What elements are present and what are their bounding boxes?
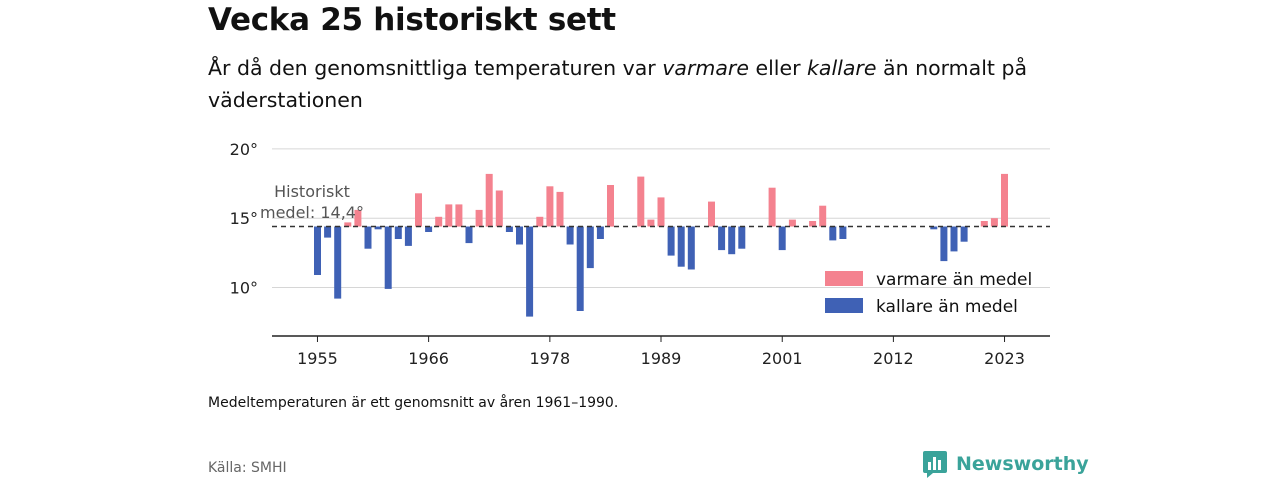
legend-label-warm: varmare än medel (876, 270, 1032, 290)
bar-colder (667, 226, 675, 256)
bar-warmer (990, 218, 998, 227)
bar-colder (677, 226, 685, 267)
y-tick-label: 15° (230, 209, 258, 228)
bar-warmer (819, 205, 827, 227)
bar-colder (374, 226, 382, 230)
source-text: Källa: SMHI (208, 460, 287, 476)
bar-colder (778, 226, 786, 251)
bar-warmer (344, 222, 352, 227)
bar-warmer (768, 187, 776, 227)
bar-warmer (415, 193, 422, 227)
legend-swatch-warm (825, 271, 863, 286)
y-tick-label: 10° (230, 279, 258, 298)
bar-colder (728, 226, 736, 255)
bar-colder (596, 226, 604, 239)
x-axis-ticks: 1955 1966 1978 1989 2001 2012 2023 (297, 336, 1025, 368)
x-tick-label: 1955 (297, 349, 338, 368)
bar-colder (960, 226, 968, 242)
bar-colder (384, 226, 392, 289)
bar-colder (738, 226, 746, 249)
baseline-label-line-2: medel: 14,4° (260, 203, 364, 222)
chart-title: Vecka 25 historiskt sett (208, 2, 616, 38)
bar-warmer (657, 197, 665, 227)
x-tick-label: 2023 (984, 349, 1025, 368)
y-axis-labels: 10° 15° 20° (230, 140, 258, 298)
brand-name: Newsworthy (956, 453, 1089, 475)
bar-chart: 10°15°20° Historiskt medel: 14,4° 1955 19… (230, 140, 1050, 368)
bar-colder (930, 226, 938, 230)
bar-warmer (435, 216, 443, 227)
bar-warmer (495, 190, 503, 227)
bar-warmer (445, 204, 453, 227)
bar-colder (516, 226, 523, 245)
x-tick-label: 2001 (762, 349, 803, 368)
bar-colder (839, 226, 847, 239)
bar-warmer (1001, 173, 1008, 227)
bar-colder (394, 226, 402, 239)
bar-colder (950, 226, 958, 252)
bar-warmer (788, 219, 796, 227)
bar-warmer (485, 173, 493, 227)
bar-warmer (607, 185, 614, 227)
subtitle-part-1: År då den genomsnittliga temperaturen va… (208, 56, 663, 80)
legend: varmare än medel kallare än medel (825, 270, 1032, 317)
bar-colder (829, 226, 837, 241)
bar-colder (505, 226, 513, 232)
x-tick-label: 1989 (641, 349, 682, 368)
bar-colder (334, 226, 342, 299)
bar-colder (526, 226, 534, 317)
bar-warmer (455, 204, 463, 227)
x-tick-label: 1966 (408, 349, 449, 368)
bar-warmer (556, 191, 564, 227)
bar-colder (566, 226, 574, 245)
bar-colder (324, 226, 332, 238)
bar-colder (314, 226, 321, 275)
bar-warmer (980, 221, 988, 227)
bars (314, 173, 1008, 317)
subtitle-warm-word: varmare (662, 56, 749, 80)
bar-colder (586, 226, 594, 269)
x-tick-label: 2012 (873, 349, 914, 368)
baseline-label-line-1: Historiskt (274, 182, 350, 201)
bar-warmer (475, 209, 483, 227)
x-tick-label: 1978 (529, 349, 570, 368)
bar-warmer (809, 221, 817, 227)
newsworthy-logo-icon (923, 451, 947, 478)
bar-warmer (708, 201, 715, 227)
bar-colder (425, 226, 433, 232)
chart-subtitle: År då den genomsnittliga temperaturen va… (208, 52, 1028, 116)
bar-colder (404, 226, 412, 246)
bar-colder (364, 226, 372, 249)
bar-colder (465, 226, 473, 244)
subtitle-part-3: än normalt på väderstationen (208, 56, 1028, 112)
bar-colder (687, 226, 695, 270)
bar-warmer (536, 216, 544, 227)
subtitle-part-2: eller (748, 56, 808, 80)
bar-warmer (637, 176, 645, 227)
brand-logo: Newsworthy (922, 449, 1089, 479)
bar-warmer (546, 186, 554, 227)
y-tick-label: 20° (230, 140, 258, 159)
bar-colder (718, 226, 726, 251)
subtitle-cold-word: kallare (807, 56, 877, 80)
bar-warmer (647, 219, 655, 227)
legend-swatch-cold (825, 298, 863, 313)
bar-warmer (354, 209, 362, 227)
legend-label-cold: kallare än medel (876, 297, 1018, 317)
bar-colder (576, 226, 584, 311)
footnote: Medeltemperaturen är ett genomsnitt av å… (208, 395, 619, 411)
bar-colder (940, 226, 948, 262)
